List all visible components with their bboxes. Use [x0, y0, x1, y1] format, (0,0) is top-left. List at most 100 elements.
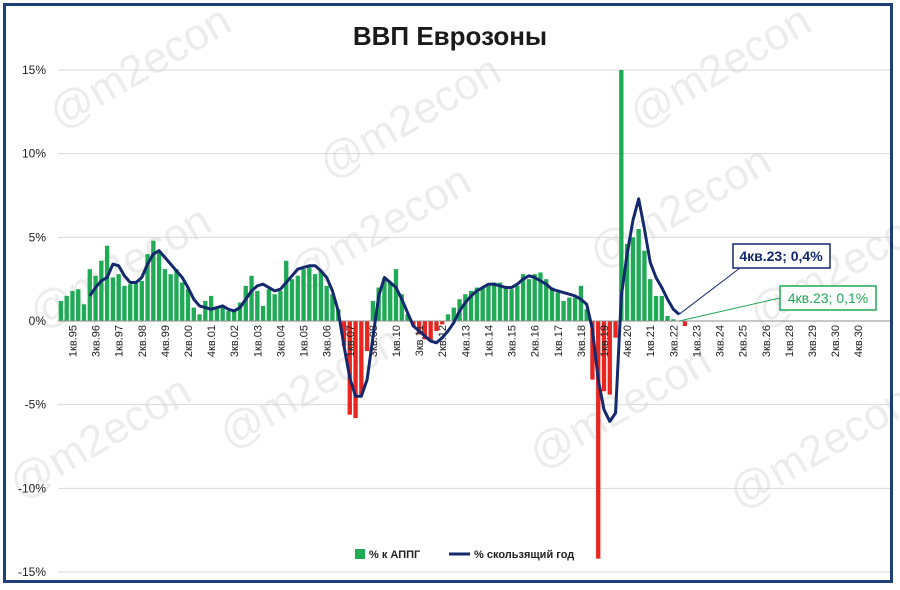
bar — [191, 307, 196, 321]
bar — [619, 70, 624, 321]
x-tick-label: 3кв.29 — [807, 325, 819, 357]
bar — [538, 272, 543, 321]
bar — [128, 284, 133, 321]
annotations: 4кв.23; 0,4% 4кв.23; 0,1% — [678, 243, 877, 322]
watermark-text: @m2econ — [721, 376, 900, 519]
bar — [405, 314, 410, 321]
bar — [220, 305, 225, 321]
bar — [607, 321, 612, 395]
bar — [93, 275, 98, 321]
bar — [272, 294, 277, 321]
x-tick-label: 1кв.19 — [599, 325, 611, 357]
bar — [480, 287, 485, 321]
bar — [584, 309, 589, 321]
bar — [601, 321, 607, 392]
bar — [185, 289, 191, 321]
bar — [468, 290, 474, 321]
x-tick-label: 3кв.26 — [761, 325, 773, 357]
x-tick-label: 3кв.04 — [275, 325, 287, 357]
bar — [416, 321, 422, 335]
bar — [370, 300, 376, 321]
x-tick-label: 4кв.01 — [206, 325, 218, 357]
chart-title: ВВП Еврозоны — [353, 21, 547, 51]
bar — [509, 289, 514, 321]
bar — [104, 245, 110, 321]
bar — [526, 279, 532, 321]
bar — [445, 314, 451, 321]
legend: % к АППГ % скользящий год — [355, 549, 574, 561]
bar — [347, 321, 352, 415]
x-tick-label: 2кв.25 — [738, 325, 750, 357]
bar — [249, 275, 254, 321]
bar — [341, 321, 347, 347]
bar — [289, 279, 295, 321]
bar — [58, 300, 64, 321]
bar — [122, 285, 127, 321]
x-tick-label: 3кв.24 — [715, 325, 727, 357]
bar — [133, 280, 139, 321]
bar — [388, 282, 393, 321]
bar — [422, 321, 428, 340]
bar — [243, 285, 248, 321]
bar — [232, 309, 237, 321]
bar — [671, 319, 676, 321]
callout-box — [732, 243, 831, 269]
bar — [578, 285, 584, 321]
x-tick-label: 4кв.99 — [160, 325, 172, 357]
bar — [486, 285, 491, 321]
x-tick-label: 1кв.07 — [345, 325, 357, 357]
x-tick-label: 1кв.95 — [67, 325, 79, 357]
bar — [440, 321, 445, 325]
x-tick-label: 3кв.02 — [229, 325, 241, 357]
x-tick-label: 3кв.22 — [668, 325, 680, 357]
bar — [284, 260, 289, 321]
bar — [648, 279, 653, 321]
bar — [682, 321, 688, 327]
x-tick-label: 1кв.23 — [691, 325, 703, 357]
x-tick-label: 1кв.28 — [784, 325, 796, 357]
bar — [474, 287, 480, 321]
bar — [353, 321, 358, 419]
bar — [624, 244, 630, 321]
bar — [665, 315, 670, 321]
bar — [544, 279, 549, 321]
y-tick-label: -5% — [25, 398, 47, 412]
bar — [197, 314, 202, 321]
line-series — [88, 197, 681, 423]
x-tick-label: 3кв.18 — [576, 325, 588, 357]
bar — [503, 285, 508, 321]
bar — [260, 305, 266, 321]
bar — [659, 295, 664, 321]
callout-label: 4кв.23; 0,4% — [739, 248, 823, 264]
x-tick-label: 1кв.97 — [114, 325, 126, 357]
y-axis-ticks: 15% 10% 5% 0% -5% -10% -15% — [18, 63, 46, 579]
bar — [214, 307, 220, 321]
bar — [428, 321, 433, 342]
x-tick-label: 1кв.10 — [391, 325, 403, 357]
bar — [497, 282, 503, 321]
bar — [162, 269, 168, 321]
callout-label: 4кв.23; 0,1% — [788, 290, 869, 306]
bar — [393, 269, 399, 321]
bar — [255, 290, 260, 321]
bar — [434, 321, 439, 332]
bar — [237, 302, 243, 321]
bar — [70, 290, 75, 321]
bar — [301, 269, 306, 321]
bar — [520, 274, 526, 321]
bar — [613, 321, 618, 338]
x-tick-label: 3кв.15 — [507, 325, 519, 357]
y-tick-label: 5% — [29, 230, 47, 244]
bar — [151, 240, 156, 321]
bar — [359, 321, 364, 395]
bar — [463, 294, 468, 321]
bar — [399, 294, 404, 321]
bar — [307, 267, 312, 321]
y-tick-label: -10% — [18, 481, 46, 495]
bar — [266, 289, 272, 321]
bar — [515, 285, 520, 321]
bar — [295, 275, 300, 321]
legend-bar-label: % к АППГ — [369, 549, 421, 561]
bar — [278, 290, 283, 321]
watermark-text: @m2econ — [311, 46, 510, 189]
